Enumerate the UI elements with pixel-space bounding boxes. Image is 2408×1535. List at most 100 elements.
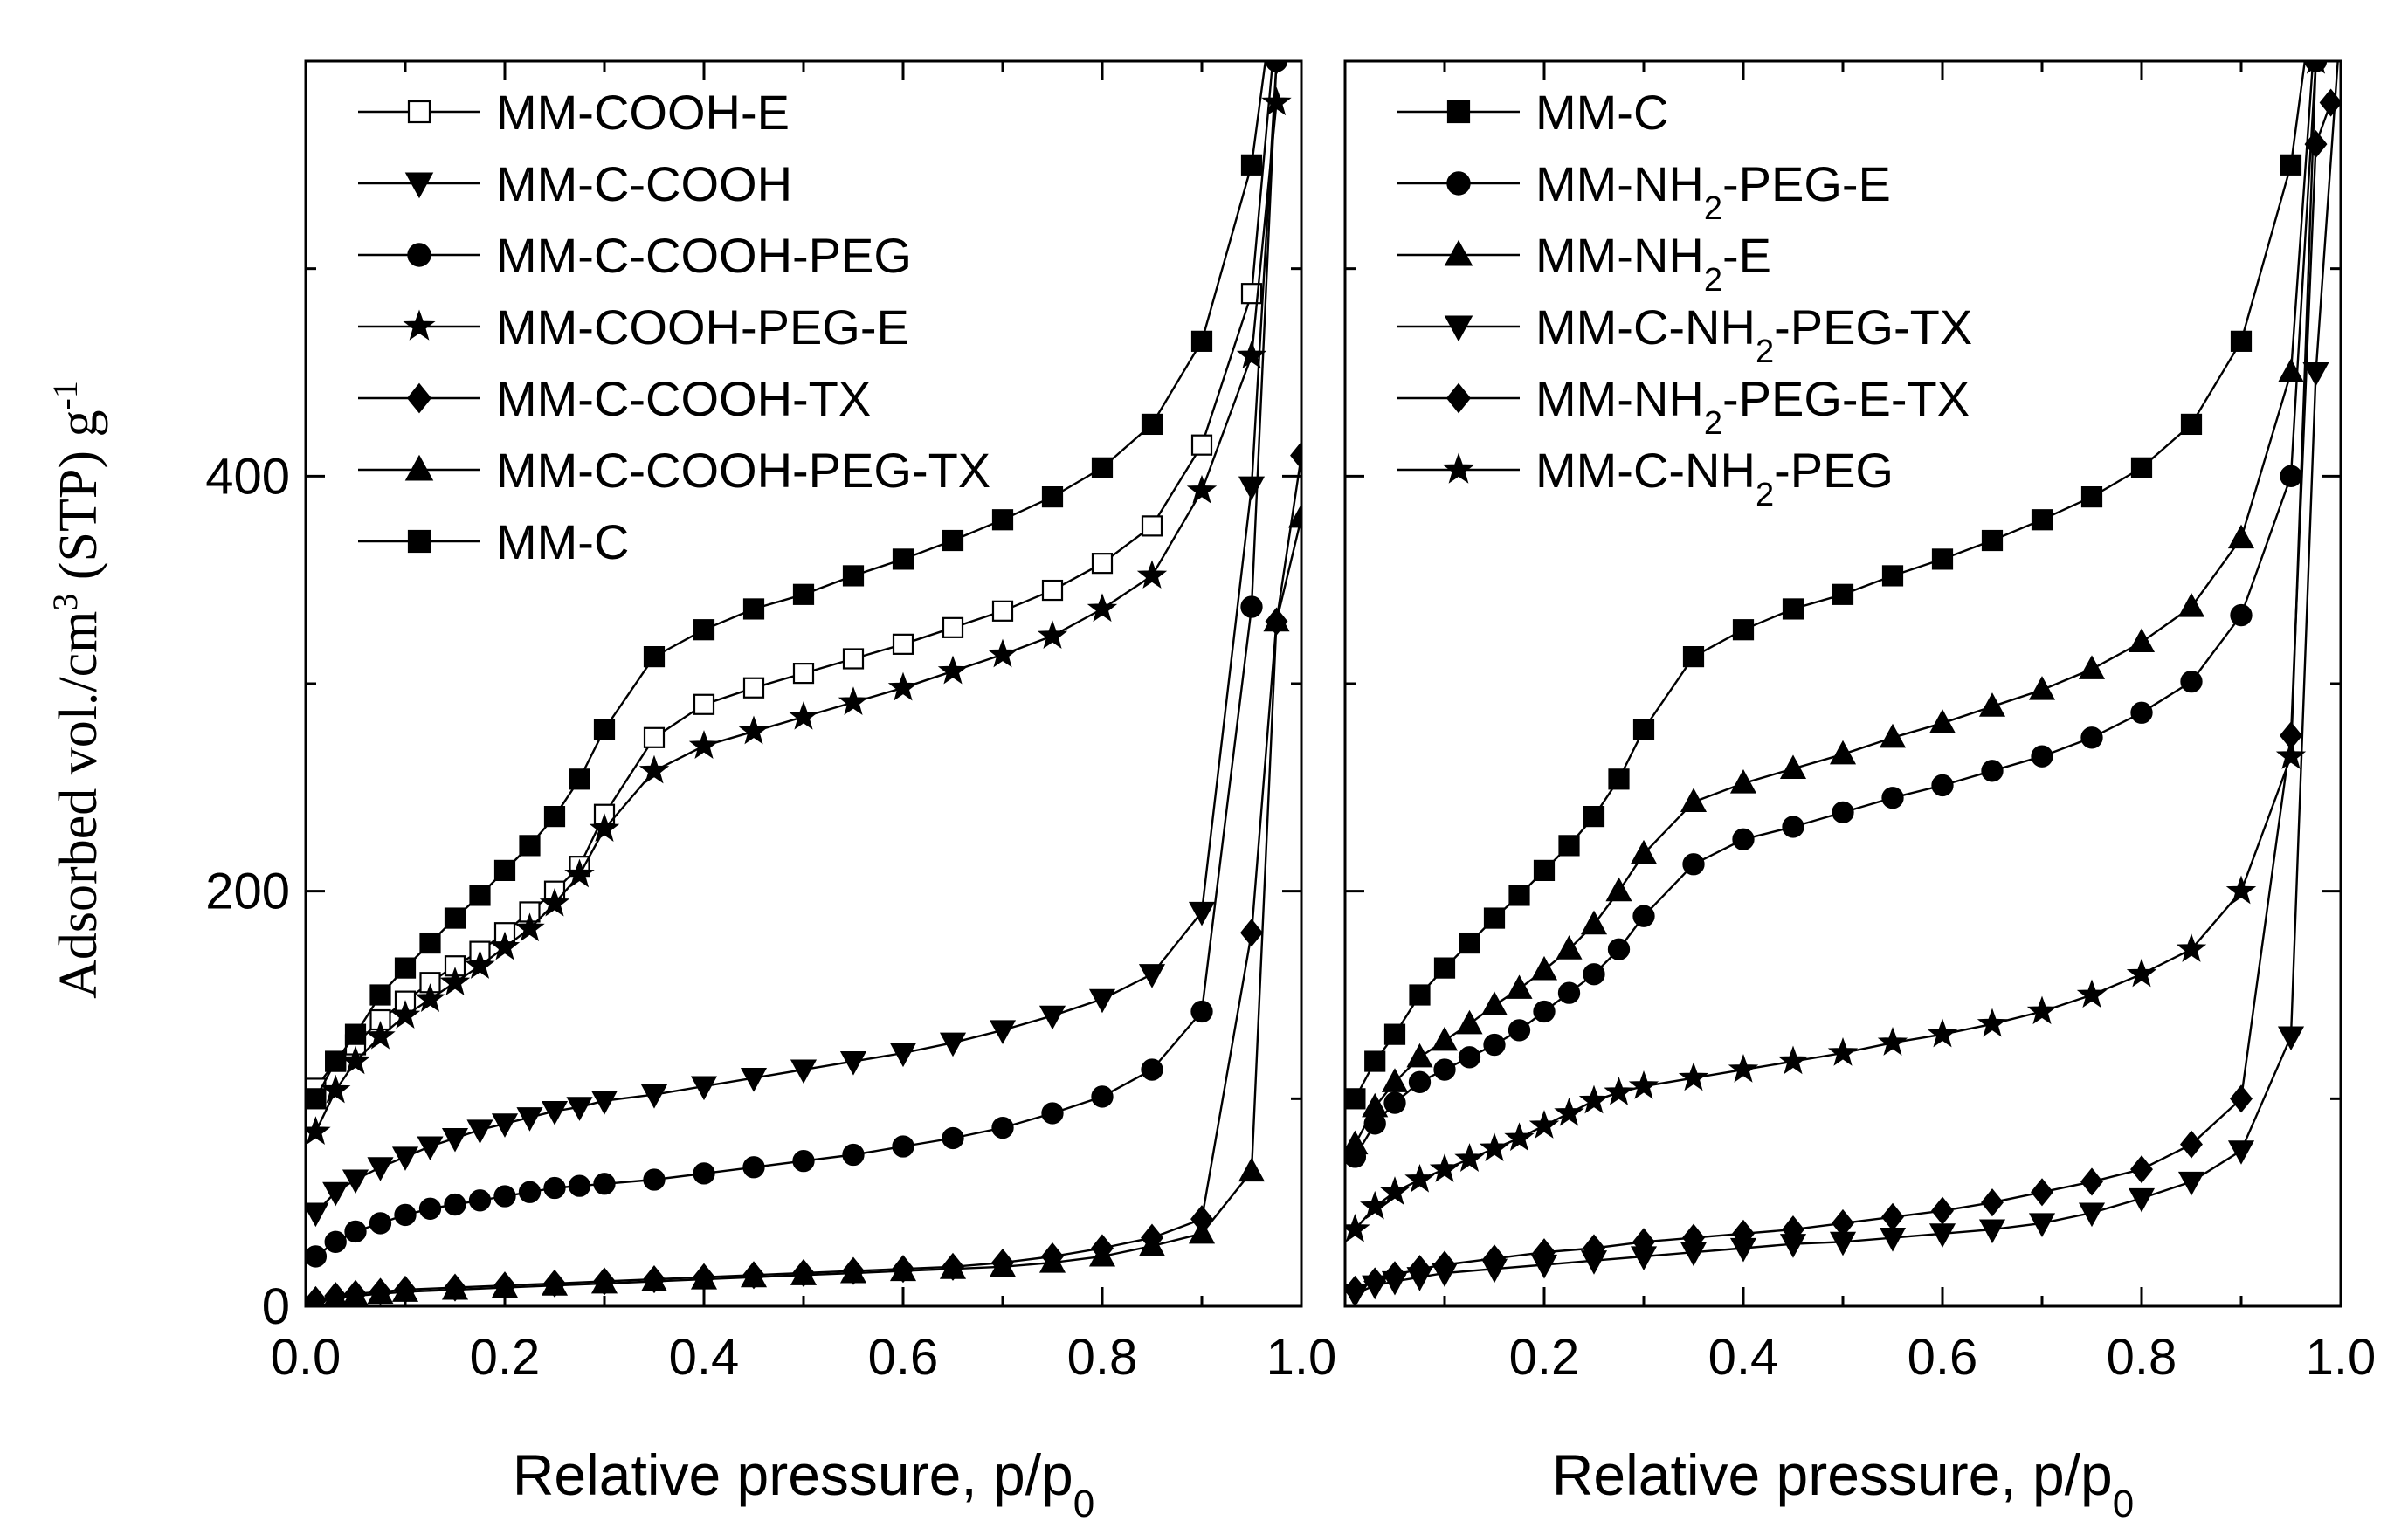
data-point-mm-c-cooh-peg-tx: [640, 1267, 668, 1292]
data-point-mm-c-cooh-peg: [942, 1126, 964, 1150]
data-point-mm-nh2-e: [2078, 655, 2106, 679]
data-point-mm-c-nh2-peg: [2225, 875, 2257, 905]
data-point-mm-c-cooh-peg: [1091, 1085, 1114, 1108]
data-point-mm-c-cooh: [441, 1127, 469, 1153]
data-point-mm-c-cooh-peg: [324, 1230, 347, 1253]
data-point-mm-c-cooh-peg-tx: [1238, 1157, 1266, 1182]
data-point-mm-c-cooh-peg: [518, 1181, 542, 1203]
data-point-mm-nh2-e: [1829, 740, 1857, 765]
data-point-mm-c-cooh-peg: [369, 1212, 392, 1235]
data-point-mm-c-cooh-peg-tx: [367, 1279, 394, 1304]
series-line-mm-nh2-peg-e: [1354, 61, 2317, 1158]
legend-marker-mm-c: [1446, 100, 1471, 124]
data-point-mm-c-cooh: [417, 1136, 444, 1161]
data-point-mm-c-nh2-peg-tx: [2177, 1171, 2205, 1196]
data-point-mm-cooh-e: [693, 693, 715, 715]
data-point-mm-cooh-peg-e: [887, 671, 919, 701]
legend-label-mm-c-cooh-peg: MM-C-COOH-PEG: [496, 228, 912, 283]
series-mm-nh2-peg-e: [1345, 61, 2328, 1168]
data-point-mm-c-cooh: [391, 1146, 419, 1171]
data-point-mm-cooh-e: [892, 633, 914, 655]
data-point-mm-c: [643, 646, 666, 668]
data-point-mm-c-cooh-peg: [892, 1135, 914, 1158]
data-point-mm-c-nh2-peg: [1777, 1045, 1809, 1075]
right-x-axis-label: Relative pressure, p/p0: [1552, 1442, 2134, 1525]
legend-label-mm-cooh-e: MM-COOH-E: [496, 85, 790, 140]
data-point-mm-c: [1682, 646, 1705, 668]
data-point-mm-nh2-e: [2128, 628, 2156, 653]
legend-marker-mm-cooh-peg-e: [403, 309, 436, 341]
data-point-mm-c: [493, 859, 516, 882]
legend-label-mm-c: MM-C: [496, 514, 629, 569]
data-point-mm-c-cooh-peg-tx: [323, 1284, 348, 1306]
data-point-mm-cooh-peg-e: [1037, 620, 1068, 650]
data-point-mm-c-cooh-peg: [444, 1193, 466, 1216]
data-point-mm-c-nh2-peg: [2306, 61, 2326, 74]
data-point-mm-cooh-peg-e: [1261, 86, 1292, 116]
data-point-mm-c-nh2-peg: [1827, 1036, 1859, 1066]
data-point-mm-c-nh2-peg: [2076, 979, 2108, 1008]
data-point-mm-c-cooh: [322, 1181, 349, 1207]
data-point-mm-nh2-peg-e-tx: [1881, 1202, 1904, 1231]
data-point-mm-nh2-e: [2028, 676, 2056, 700]
data-point-mm-c-cooh-peg-tx: [1038, 1249, 1066, 1273]
data-point-mm-cooh-e: [842, 648, 865, 670]
data-point-mm-c-nh2-peg: [1927, 1018, 1958, 1048]
data-point-mm-c-cooh-peg: [394, 1203, 417, 1227]
data-point-mm-c-cooh: [367, 1157, 394, 1181]
data-point-mm-nh2-peg-e: [2080, 726, 2103, 749]
data-point-mm-cooh-e: [991, 600, 1014, 622]
x-tick-label: 0.0: [271, 1329, 342, 1386]
data-point-mm-c-cooh: [839, 1051, 867, 1076]
data-point-mm-c: [543, 806, 566, 828]
data-point-mm-c: [1508, 885, 1530, 906]
data-point-mm-c-cooh-tx: [1290, 441, 1301, 470]
data-point-mm-c: [1533, 859, 1556, 882]
data-point-mm-nh2-peg-e-tx: [1383, 1261, 1406, 1290]
data-point-mm-c-cooh: [989, 1020, 1017, 1044]
data-point-mm-c-nh2-peg: [1404, 1163, 1435, 1193]
data-point-mm-nh2-e: [1680, 788, 1708, 813]
data-point-mm-c-cooh: [566, 1097, 593, 1121]
y-axis-label: Adsorbed vol./cm3 (STP) g-1: [45, 381, 109, 999]
data-point-mm-c: [1931, 548, 1954, 570]
data-point-mm-nh2-e: [1506, 974, 1533, 999]
data-point-mm-c-cooh-peg: [593, 1173, 616, 1195]
legend-marker-mm-nh2-peg-e-tx: [1445, 382, 1472, 414]
data-point-mm-nh2-peg-e: [1732, 828, 1755, 850]
data-point-mm-nh2-peg-e: [2130, 701, 2153, 724]
legend-marker-mm-c-cooh: [404, 172, 434, 199]
data-point-mm-nh2-e: [1381, 1068, 1409, 1092]
data-point-mm-c: [892, 548, 914, 570]
data-point-mm-cooh-e: [1141, 515, 1163, 537]
data-point-mm-c-cooh-peg: [493, 1185, 516, 1208]
data-point-mm-nh2-peg-e-tx: [1832, 1208, 1854, 1237]
data-point-mm-cooh-e: [942, 616, 964, 638]
data-point-mm-cooh-peg-e: [390, 1000, 421, 1029]
data-point-mm-nh2-peg-e: [1533, 1000, 1556, 1023]
data-point-mm-nh2-peg-e-tx: [1433, 1250, 1456, 1279]
data-point-mm-c: [419, 932, 441, 954]
data-point-mm-c-cooh-peg-tx: [590, 1269, 618, 1294]
data-point-mm-cooh-e: [1267, 10, 1287, 29]
data-point-mm-cooh-peg-e: [321, 1074, 351, 1104]
data-point-mm-nh2-peg-e: [1931, 774, 1954, 797]
data-point-mm-nh2-peg-e-tx: [1583, 1234, 1605, 1263]
data-point-mm-cooh-peg-e: [638, 754, 670, 784]
x-tick-label: 0.8: [1067, 1329, 1138, 1386]
data-point-mm-c-nh2-peg-tx: [2028, 1213, 2056, 1237]
data-point-mm-nh2-peg-e: [2230, 603, 2253, 627]
series-mm-c-cooh-peg-tx: [306, 503, 1301, 1306]
data-point-mm-c: [519, 835, 541, 857]
data-point-mm-c-nh2-peg-tx: [2329, 10, 2352, 31]
data-point-mm-nh2-peg-e: [1483, 1033, 1506, 1057]
data-point-mm-nh2-peg-e-tx: [1483, 1244, 1506, 1273]
data-point-mm-c: [1240, 154, 1263, 176]
data-point-mm-c-nh2-peg: [1528, 1110, 1560, 1139]
data-point-mm-c-cooh-peg: [643, 1168, 666, 1191]
data-point-mm-c: [1345, 1088, 1366, 1110]
legend-marker-mm-c-cooh-peg: [407, 243, 431, 267]
data-point-mm-c-cooh: [541, 1101, 569, 1125]
data-point-mm-nh2-peg-e-tx: [1732, 1219, 1755, 1248]
data-point-mm-c: [569, 768, 590, 790]
